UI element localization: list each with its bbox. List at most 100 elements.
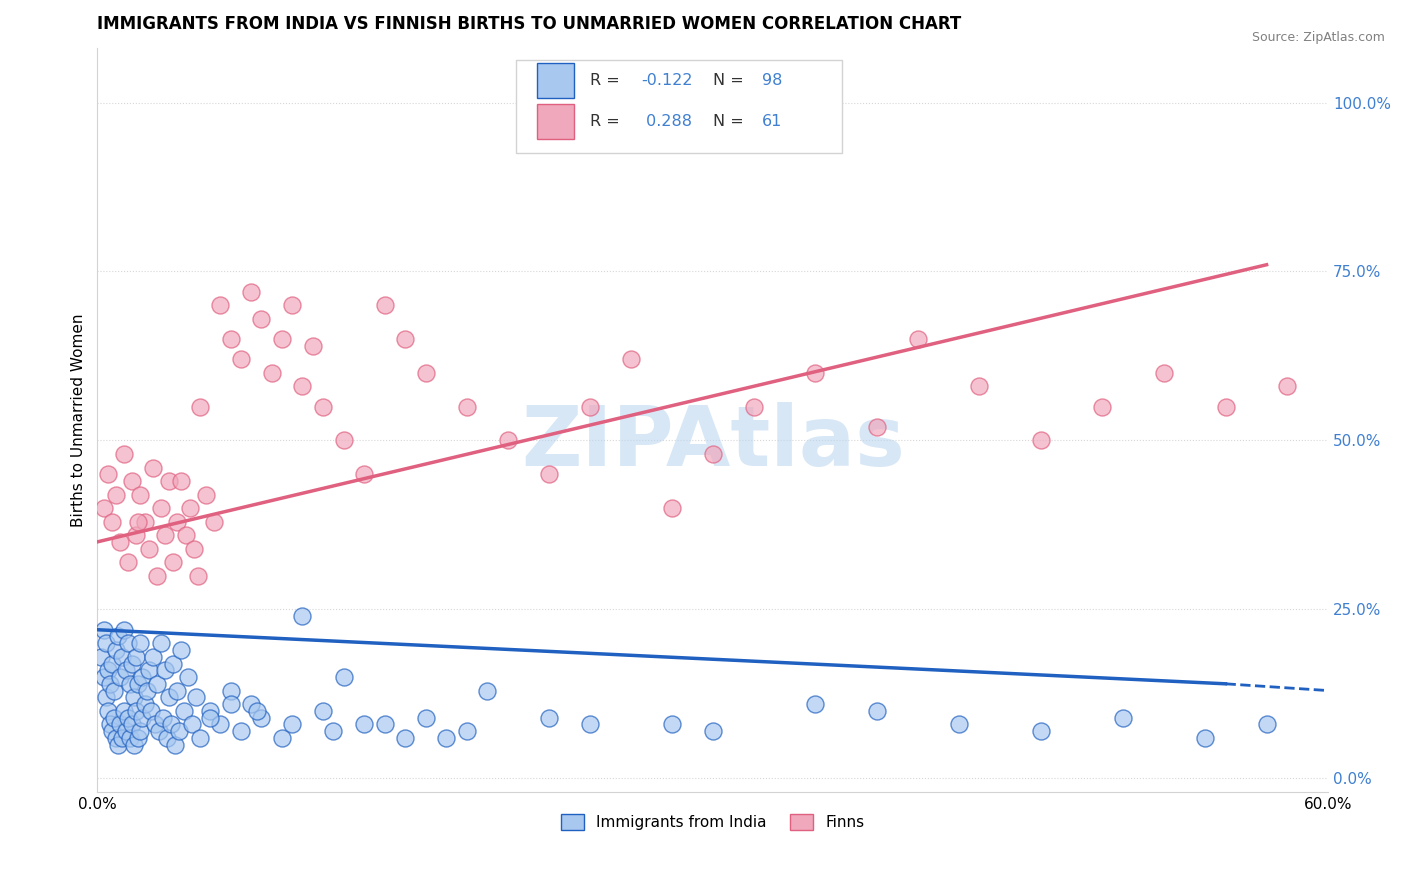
Point	[108, 717, 131, 731]
Point	[160, 717, 183, 731]
Point	[142, 649, 165, 664]
Point	[170, 643, 193, 657]
Point	[198, 704, 221, 718]
FancyBboxPatch shape	[516, 60, 842, 153]
Point	[108, 534, 131, 549]
Point	[578, 400, 600, 414]
Point	[117, 555, 139, 569]
Point	[394, 332, 416, 346]
Point	[153, 528, 176, 542]
Point	[100, 515, 122, 529]
Point	[188, 731, 211, 745]
Point	[94, 636, 117, 650]
Point	[250, 710, 273, 724]
Point	[742, 400, 765, 414]
Text: N =: N =	[713, 114, 748, 129]
Point	[1256, 717, 1278, 731]
Text: R =: R =	[589, 73, 624, 88]
Point	[291, 609, 314, 624]
Point	[165, 738, 187, 752]
Point	[112, 704, 135, 718]
Point	[475, 683, 498, 698]
Text: 0.288: 0.288	[641, 114, 692, 129]
Text: 61: 61	[762, 114, 782, 129]
Point	[260, 366, 283, 380]
Point	[219, 697, 242, 711]
Point	[537, 710, 560, 724]
Point	[174, 528, 197, 542]
Point	[415, 366, 437, 380]
Point	[127, 677, 149, 691]
Point	[153, 663, 176, 677]
Point	[229, 724, 252, 739]
Y-axis label: Births to Unmarried Women: Births to Unmarried Women	[72, 313, 86, 527]
Point	[129, 487, 152, 501]
Point	[176, 670, 198, 684]
FancyBboxPatch shape	[537, 104, 574, 139]
Text: R =: R =	[589, 114, 624, 129]
Point	[104, 731, 127, 745]
Point	[138, 541, 160, 556]
Point	[157, 690, 180, 705]
Point	[129, 724, 152, 739]
Point	[148, 724, 170, 739]
Point	[195, 487, 218, 501]
Point	[969, 379, 991, 393]
Point	[146, 568, 169, 582]
Point	[202, 515, 225, 529]
Point	[115, 663, 138, 677]
Point	[111, 731, 134, 745]
Point	[162, 657, 184, 671]
Point	[93, 670, 115, 684]
Point	[166, 683, 188, 698]
Point	[125, 528, 148, 542]
Point	[125, 649, 148, 664]
Point	[373, 717, 395, 731]
Point	[98, 677, 121, 691]
Point	[121, 657, 143, 671]
Point	[312, 400, 335, 414]
Point	[169, 724, 191, 739]
Legend: Immigrants from India, Finns: Immigrants from India, Finns	[555, 808, 870, 837]
Text: -0.122: -0.122	[641, 73, 693, 88]
Point	[353, 467, 375, 482]
Point	[107, 630, 129, 644]
Point	[702, 447, 724, 461]
Point	[103, 683, 125, 698]
Point	[184, 690, 207, 705]
Point	[312, 704, 335, 718]
Point	[90, 649, 112, 664]
Point	[702, 724, 724, 739]
Point	[537, 467, 560, 482]
Point	[620, 352, 643, 367]
Point	[166, 515, 188, 529]
Point	[157, 474, 180, 488]
Point	[107, 738, 129, 752]
Point	[173, 704, 195, 718]
Point	[180, 717, 202, 731]
Point	[907, 332, 929, 346]
Point	[1215, 400, 1237, 414]
Point	[131, 670, 153, 684]
Point	[121, 474, 143, 488]
Point	[578, 717, 600, 731]
Point	[125, 704, 148, 718]
Point	[661, 501, 683, 516]
Point	[1112, 710, 1135, 724]
Point	[1029, 724, 1052, 739]
Point	[187, 568, 209, 582]
Point	[104, 487, 127, 501]
Point	[134, 697, 156, 711]
Point	[1153, 366, 1175, 380]
Point	[121, 717, 143, 731]
Text: IMMIGRANTS FROM INDIA VS FINNISH BIRTHS TO UNMARRIED WOMEN CORRELATION CHART: IMMIGRANTS FROM INDIA VS FINNISH BIRTHS …	[97, 15, 962, 33]
Point	[104, 643, 127, 657]
Point	[127, 515, 149, 529]
Point	[250, 311, 273, 326]
Point	[1194, 731, 1216, 745]
Point	[271, 731, 294, 745]
Point	[149, 636, 172, 650]
Point	[271, 332, 294, 346]
Point	[246, 704, 269, 718]
Point	[209, 298, 232, 312]
